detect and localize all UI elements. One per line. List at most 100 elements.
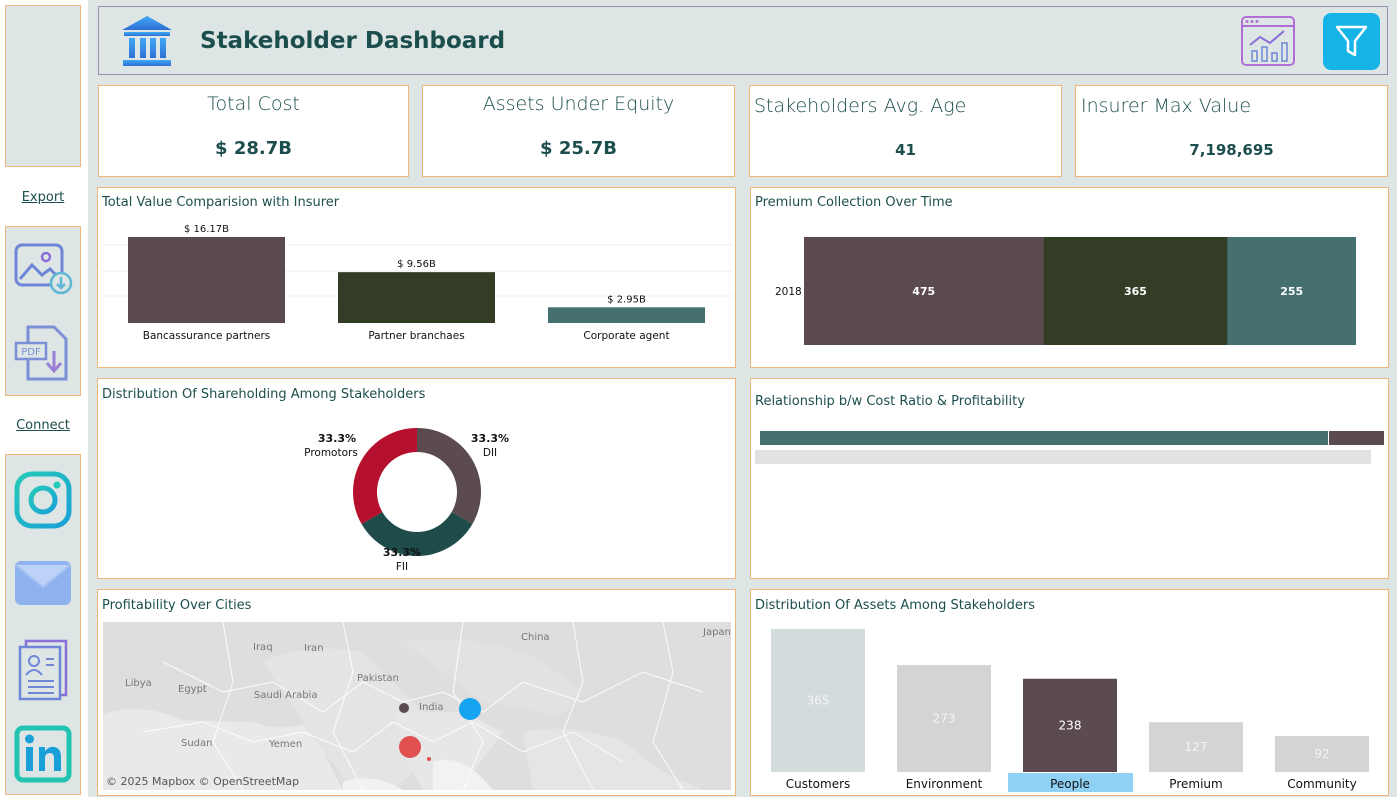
asset-bar-3[interactable] bbox=[1149, 722, 1243, 772]
asset-bar-1[interactable] bbox=[897, 665, 991, 772]
year-label: 2018 bbox=[775, 286, 802, 298]
bar-1[interactable] bbox=[338, 272, 495, 323]
slice-name-label: Promotors bbox=[304, 447, 358, 459]
donut-slice-0[interactable] bbox=[417, 428, 482, 524]
category-label: Bancassurance partners bbox=[143, 330, 271, 342]
asset-category-label[interactable]: Customers bbox=[786, 777, 851, 791]
kpi-label: Total Cost bbox=[207, 93, 300, 115]
panel-premium: Premium Collection Over Time 475 365 255 20… bbox=[750, 187, 1389, 368]
kpi-total-cost: Total Cost $ 28.7B bbox=[98, 85, 409, 177]
asset-bar-value: 273 bbox=[933, 712, 956, 726]
filter-icon bbox=[1335, 25, 1368, 57]
linkedin-icon[interactable] bbox=[14, 725, 72, 783]
map-label-japan: Japan bbox=[702, 627, 731, 638]
map-point-small[interactable] bbox=[427, 757, 431, 761]
panel-relationship: Relationship b/w Cost Ratio & Profitabil… bbox=[750, 378, 1389, 579]
map-point-red[interactable] bbox=[399, 736, 421, 758]
category-label: Corporate agent bbox=[583, 330, 669, 342]
asset-bar-4[interactable] bbox=[1275, 735, 1369, 772]
bar-2[interactable] bbox=[548, 307, 705, 323]
stack-segment-2[interactable] bbox=[1227, 237, 1356, 345]
relationship-bar-brown bbox=[1329, 431, 1384, 445]
analytics-icon[interactable] bbox=[1240, 15, 1296, 67]
slice-percent-label: 33.3% bbox=[383, 546, 421, 559]
asset-bar-2[interactable] bbox=[1023, 678, 1117, 772]
map-label-china: China bbox=[521, 632, 550, 643]
panel-title: Profitability Over Cities bbox=[102, 598, 252, 613]
bar-0[interactable] bbox=[128, 237, 285, 323]
bar-value-label: $ 16.17B bbox=[184, 224, 229, 235]
map-label-iran: Iran bbox=[304, 643, 324, 654]
slice-name-label: FII bbox=[396, 561, 408, 573]
slice-percent-label: 33.3% bbox=[471, 432, 509, 445]
relationship-bar-teal bbox=[760, 431, 1328, 445]
panel-profitability: Profitability Over Cities China Japan bbox=[97, 589, 736, 796]
image-download-icon[interactable] bbox=[14, 241, 74, 297]
map-attribution[interactable]: © 2025 Mapbox © OpenStreetMap bbox=[106, 775, 300, 788]
export-panel: PDF bbox=[5, 226, 81, 396]
connect-link[interactable]: Connect bbox=[16, 418, 70, 433]
relationship-scrollbar[interactable] bbox=[755, 450, 1371, 464]
map-label-egypt: Egypt bbox=[178, 684, 207, 695]
email-icon[interactable] bbox=[14, 559, 72, 607]
stack-segment-1[interactable] bbox=[1043, 237, 1228, 345]
resume-icon[interactable] bbox=[16, 639, 72, 701]
map[interactable]: China Japan Iraq Iran Libya Egypt Pakist… bbox=[103, 622, 731, 790]
asset-category-label[interactable]: Environment bbox=[906, 777, 983, 791]
premium-chart: 475 365 255 2018 bbox=[775, 237, 1356, 345]
panel-title: Relationship b/w Cost Ratio & Profitabil… bbox=[755, 394, 1025, 409]
kpi-value: $ 28.7B bbox=[215, 138, 292, 159]
kpi-label: Insurer Max Value bbox=[1081, 95, 1252, 117]
segment-value-label: 255 bbox=[1280, 285, 1303, 298]
kpi-assets-equity: Assets Under Equity $ 25.7B bbox=[422, 85, 735, 177]
kpi-label: Stakeholders Avg. Age bbox=[754, 95, 967, 117]
stack-segment-0[interactable] bbox=[804, 237, 1044, 345]
kpi-value: 7,198,695 bbox=[1189, 141, 1274, 159]
slice-name-label: DII bbox=[483, 447, 497, 459]
asset-bar-value: 238 bbox=[1059, 718, 1082, 732]
kpi-insurer-max: Insurer Max Value 7,198,695 bbox=[1075, 85, 1388, 177]
asset-category-label[interactable]: Community bbox=[1287, 777, 1356, 791]
asset-bar-0[interactable] bbox=[771, 629, 865, 772]
panel-title: Distribution Of Shareholding Among Stake… bbox=[102, 387, 426, 402]
asset-bar-value: 127 bbox=[1185, 740, 1208, 754]
asset-category-label[interactable]: Premium bbox=[1169, 777, 1222, 791]
kpi-label: Assets Under Equity bbox=[482, 93, 675, 115]
panel-shareholding: Distribution Of Shareholding Among Stake… bbox=[97, 378, 736, 579]
connect-panel bbox=[5, 454, 81, 795]
map-label-libya: Libya bbox=[125, 678, 152, 689]
kpi-value: $ 25.7B bbox=[540, 138, 617, 159]
category-label: Partner branchaes bbox=[368, 330, 464, 342]
map-label-saudi-arabia: Saudi Arabia bbox=[254, 690, 317, 701]
donut-slice-2[interactable] bbox=[353, 428, 417, 524]
map-label-india: India bbox=[419, 702, 444, 713]
sidebar-logo-slot bbox=[5, 5, 81, 167]
asset-bar-value: 365 bbox=[807, 694, 830, 708]
shareholding-donut: 33.3% DII 33.3% FII 33.3% Promotors bbox=[304, 428, 509, 573]
highlight-label-bg bbox=[1008, 773, 1133, 792]
svg-text:PDF: PDF bbox=[21, 347, 41, 358]
export-link[interactable]: Export bbox=[21, 190, 65, 205]
panel-assets: Distribution Of Assets Among Stakeholder… bbox=[750, 589, 1389, 796]
panel-title: Premium Collection Over Time bbox=[755, 195, 953, 210]
kpi-value: 41 bbox=[895, 141, 916, 159]
map-point-brown[interactable] bbox=[399, 703, 409, 713]
page-title: Stakeholder Dashboard bbox=[200, 28, 506, 54]
map-label-yemen: Yemen bbox=[268, 739, 302, 750]
map-label-iraq: Iraq bbox=[253, 642, 273, 653]
asset-bar-value: 92 bbox=[1314, 747, 1329, 761]
panel-title: Distribution Of Assets Among Stakeholder… bbox=[755, 598, 1036, 613]
map-label-pakistan: Pakistan bbox=[357, 673, 399, 684]
asset-category-label[interactable]: People bbox=[1050, 777, 1090, 791]
instagram-icon[interactable] bbox=[14, 471, 72, 529]
pdf-download-icon[interactable]: PDF bbox=[14, 323, 74, 383]
map-point-blue[interactable] bbox=[459, 698, 481, 720]
segment-value-label: 475 bbox=[912, 285, 935, 298]
bar-value-label: $ 9.56B bbox=[397, 259, 436, 270]
map-label-sudan: Sudan bbox=[181, 738, 213, 749]
donut-slice-1[interactable] bbox=[361, 512, 473, 556]
filter-button[interactable] bbox=[1323, 13, 1380, 70]
total-value-chart: $ 16.17B Bancassurance partners $ 9.56B Par… bbox=[102, 224, 732, 342]
kpi-avg-age: Stakeholders Avg. Age 41 bbox=[749, 85, 1062, 177]
bank-icon bbox=[120, 14, 174, 68]
